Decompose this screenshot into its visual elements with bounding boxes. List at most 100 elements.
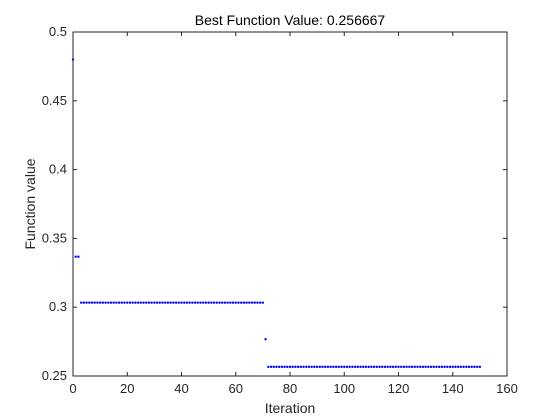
data-point <box>174 301 178 304</box>
data-point <box>400 365 403 369</box>
data-point <box>142 301 145 304</box>
data-point <box>332 365 335 369</box>
data-point <box>88 301 91 304</box>
data-point <box>185 301 189 304</box>
y-axis: 0.25 0.3 0.35 0.4 0.45 0.5 <box>42 24 507 383</box>
data-point <box>250 301 254 304</box>
data-point <box>150 301 153 304</box>
data-point <box>288 365 292 369</box>
data-point <box>351 365 354 369</box>
data-point <box>166 301 170 304</box>
data-point <box>77 255 80 258</box>
data-point <box>93 301 96 304</box>
data-point <box>169 301 172 304</box>
data-point <box>448 365 452 369</box>
data-point <box>131 301 134 304</box>
data-point <box>326 365 330 369</box>
data-point <box>356 365 360 369</box>
data-point <box>467 365 471 369</box>
data-point <box>416 365 419 369</box>
data-point <box>107 301 110 304</box>
data-point <box>272 365 275 369</box>
data-point <box>394 365 397 369</box>
x-tick-label: 0 <box>69 381 76 396</box>
data-point <box>275 365 278 369</box>
data-point <box>220 301 224 304</box>
data-point <box>115 301 118 304</box>
data-point <box>470 365 473 369</box>
data-point <box>367 365 370 369</box>
data-point <box>353 365 357 369</box>
data-point <box>134 301 137 304</box>
data-point <box>264 338 267 341</box>
data-point <box>345 365 349 369</box>
data-point <box>269 365 273 369</box>
data-point <box>196 301 199 304</box>
data-point <box>343 365 346 369</box>
data-point <box>191 301 194 304</box>
data-point <box>215 301 218 304</box>
data-point <box>475 365 479 369</box>
data-point <box>296 365 300 369</box>
data-point <box>437 365 441 369</box>
data-point <box>324 365 327 369</box>
data-point <box>207 301 210 304</box>
x-tick-label: 20 <box>120 381 134 396</box>
data-point <box>381 365 384 369</box>
data-point <box>96 301 99 304</box>
x-tick-label: 100 <box>333 381 355 396</box>
data-point <box>199 301 202 304</box>
data-point <box>397 365 400 369</box>
x-tick-label: 140 <box>442 381 464 396</box>
data-point <box>136 301 140 304</box>
data-point <box>145 301 148 304</box>
data-point <box>386 365 389 369</box>
data-point <box>318 365 322 369</box>
data-point <box>210 301 213 304</box>
data-point <box>280 365 284 369</box>
data-point <box>337 365 341 369</box>
data-point <box>183 301 186 304</box>
data-point <box>413 365 416 369</box>
data-point <box>427 365 430 369</box>
data-point <box>123 301 126 304</box>
data-point <box>112 301 115 304</box>
data-point <box>348 365 351 369</box>
data-point <box>242 301 246 304</box>
data-point <box>204 301 208 304</box>
data-point <box>120 301 124 304</box>
data-point <box>389 365 392 369</box>
data-point <box>410 365 414 369</box>
plot-area <box>72 31 508 377</box>
x-axis-label: Iteration <box>265 400 316 416</box>
data-point <box>408 365 411 369</box>
y-tick-label: 0.25 <box>42 368 67 383</box>
data-point <box>334 365 338 369</box>
data-point <box>405 365 408 369</box>
data-point <box>218 301 221 304</box>
data-point <box>359 365 362 369</box>
data-point <box>362 365 365 369</box>
data-point <box>74 255 77 258</box>
data-point <box>291 365 294 369</box>
data-point <box>456 365 460 369</box>
data-point <box>313 365 316 369</box>
data-point <box>440 365 444 369</box>
data-point <box>177 301 180 304</box>
data-point <box>383 365 387 369</box>
data-point <box>248 301 251 304</box>
data-point <box>161 301 164 304</box>
data-point <box>109 301 113 304</box>
data-point <box>459 365 463 369</box>
x-tick-label: 40 <box>174 381 188 396</box>
data-point <box>432 365 435 369</box>
x-tick-label: 80 <box>283 381 297 396</box>
x-tick-label: 60 <box>229 381 243 396</box>
data-point <box>153 301 156 304</box>
data-point <box>85 301 88 304</box>
data-point <box>465 365 468 369</box>
data-point <box>82 301 86 304</box>
data-point <box>443 365 446 369</box>
data-point <box>372 365 376 369</box>
